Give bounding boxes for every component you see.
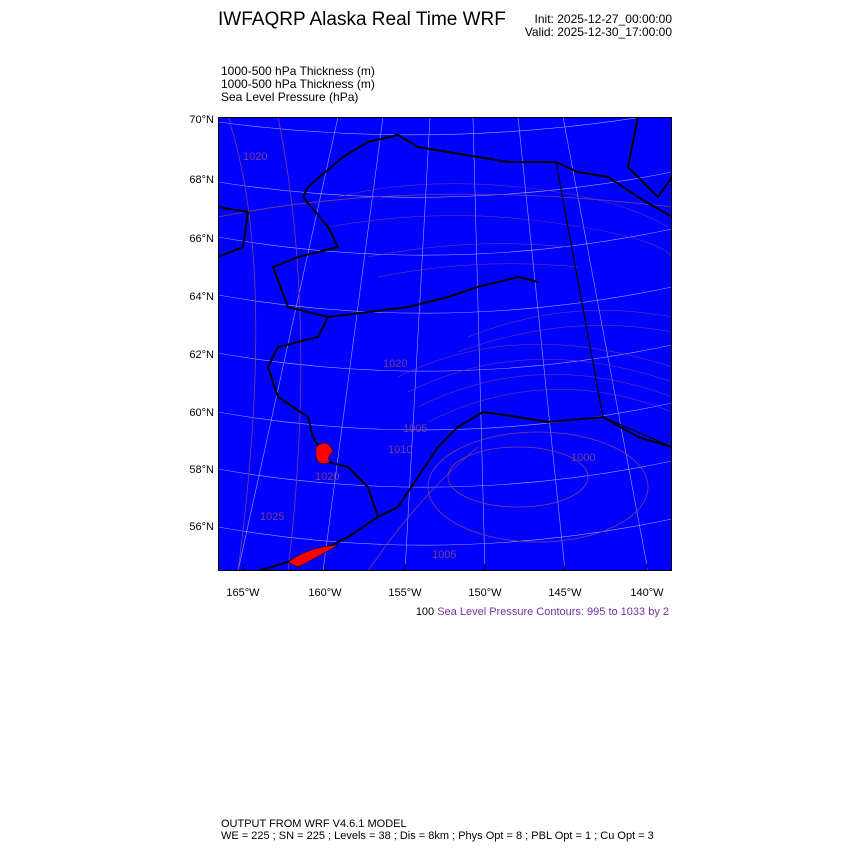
axis-ticks bbox=[242, 564, 648, 571]
contour-label: 1025 bbox=[260, 511, 284, 523]
contour-label: 1000 bbox=[571, 452, 595, 464]
lat-label: 58°N bbox=[189, 464, 214, 476]
contour-label: 1020 bbox=[383, 358, 407, 370]
thickness-contours bbox=[327, 183, 672, 423]
contour-label: 1020 bbox=[315, 471, 339, 483]
footer-line-2: WE = 225 ; SN = 225 ; Levels = 38 ; Dis … bbox=[221, 830, 654, 842]
model-footer: OUTPUT FROM WRF V4.6.1 MODEL WE = 225 ; … bbox=[221, 818, 654, 842]
lat-label: 68°N bbox=[189, 174, 214, 186]
init-time: Init: 2025-12-27_00:00:00 bbox=[534, 12, 672, 26]
field-label-thickness-2: 1000-500 hPa Thickness (m) bbox=[221, 77, 375, 91]
lat-label: 70°N bbox=[189, 114, 214, 126]
lon-label: 140°W bbox=[630, 587, 664, 599]
contour-label: 1005 bbox=[432, 549, 456, 561]
lat-label: 56°N bbox=[189, 521, 214, 533]
slp-contours bbox=[218, 117, 672, 571]
map-frame bbox=[218, 117, 672, 571]
lat-label: 64°N bbox=[189, 291, 214, 303]
border-line bbox=[555, 161, 672, 448]
lon-label: 160°W bbox=[308, 587, 342, 599]
lat-label: 62°N bbox=[189, 349, 214, 361]
contour-info-prefix: 100 bbox=[415, 606, 435, 618]
valid-time: Valid: 2025-12-30_17:00:00 bbox=[524, 25, 672, 39]
contour-label: 1010 bbox=[388, 444, 412, 456]
plot-title: IWFAQRP Alaska Real Time WRF bbox=[218, 9, 506, 30]
lon-label: 150°W bbox=[468, 587, 502, 599]
field-label-slp: Sea Level Pressure (hPa) bbox=[221, 90, 359, 104]
contour-info-text: Sea Level Pressure Contours: 995 to 1033… bbox=[437, 606, 669, 618]
contour-labels: 1020 1025 1020 1000 1005 1020 1010 1005 bbox=[243, 151, 595, 561]
contour-label: 1020 bbox=[243, 151, 267, 163]
map-plot: 1020 1025 1020 1000 1005 1020 1010 1005 bbox=[218, 117, 672, 571]
lat-label: 66°N bbox=[189, 233, 214, 245]
footer-line-1: OUTPUT FROM WRF V4.6.1 MODEL bbox=[221, 818, 407, 830]
contour-info: 100 Sea Level Pressure Contours: 995 to … bbox=[416, 606, 669, 618]
coastline bbox=[218, 117, 672, 571]
highlight-areas bbox=[287, 442, 339, 568]
lon-label: 165°W bbox=[226, 587, 260, 599]
lon-label: 155°W bbox=[388, 587, 422, 599]
contour-label: 1005 bbox=[403, 423, 427, 435]
lon-label: 145°W bbox=[548, 587, 582, 599]
time-info: Init: 2025-12-27_00:00:00 Valid: 2025-12… bbox=[525, 13, 672, 39]
lat-label: 60°N bbox=[189, 407, 214, 419]
field-label-thickness-1: 1000-500 hPa Thickness (m) bbox=[221, 64, 375, 78]
